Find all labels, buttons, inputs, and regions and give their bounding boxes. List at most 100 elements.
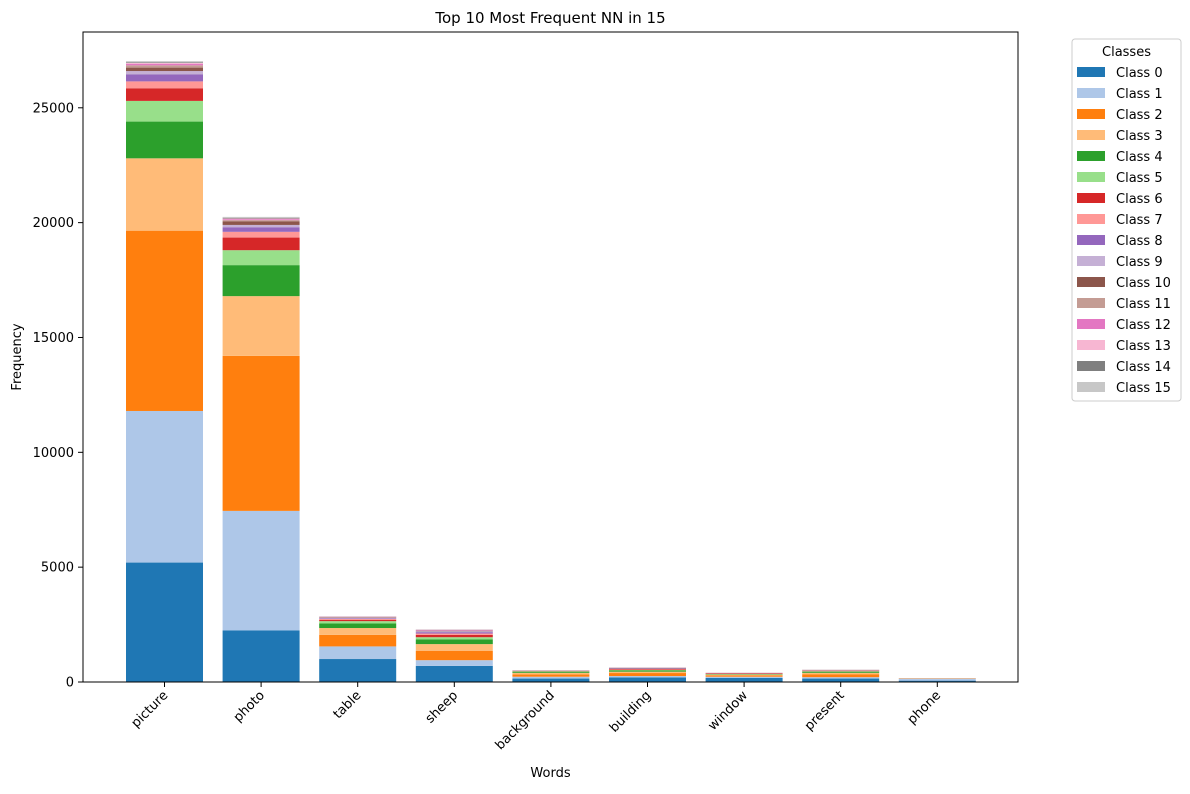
bar-segment-picture-class-10 bbox=[126, 68, 203, 71]
legend-label-class-11: Class 11 bbox=[1116, 297, 1171, 312]
bar-segment-table-class-3 bbox=[319, 628, 396, 635]
bar-segment-picture-class-11 bbox=[126, 65, 203, 67]
bar-segment-photo-class-5 bbox=[223, 250, 300, 265]
legend-swatch-class-7 bbox=[1077, 214, 1105, 224]
legend-label-class-2: Class 2 bbox=[1116, 108, 1163, 123]
bar-segment-building-class-3 bbox=[609, 672, 686, 673]
legend-label-class-7: Class 7 bbox=[1116, 213, 1163, 228]
chart-title: Top 10 Most Frequent NN in 15 bbox=[434, 9, 665, 27]
y-tick-label: 0 bbox=[66, 676, 74, 691]
legend-label-class-9: Class 9 bbox=[1116, 255, 1163, 270]
legend-swatch-class-11 bbox=[1077, 298, 1105, 308]
bar-segment-picture-class-15 bbox=[126, 61, 203, 62]
x-tick-label-table: table bbox=[331, 688, 365, 722]
bar-segment-picture-class-14 bbox=[126, 62, 203, 63]
bar-segment-photo-class-0 bbox=[223, 630, 300, 682]
x-tick-label-present: present bbox=[802, 688, 848, 734]
x-tick-label-phone: phone bbox=[905, 688, 944, 727]
legend-title: Classes bbox=[1102, 45, 1151, 60]
bar-segment-sheep-class-7 bbox=[416, 634, 493, 635]
legend-label-class-14: Class 14 bbox=[1116, 360, 1171, 375]
legend-swatch-class-5 bbox=[1077, 172, 1105, 182]
bar-segment-photo-class-14 bbox=[223, 218, 300, 219]
legend-swatch-class-3 bbox=[1077, 130, 1105, 140]
bar-segment-photo-class-15 bbox=[223, 217, 300, 218]
bar-segment-picture-class-2 bbox=[126, 231, 203, 411]
x-tick-label-sheep: sheep bbox=[423, 688, 461, 726]
bar-segment-photo-class-11 bbox=[223, 220, 300, 221]
y-axis-label: Frequency bbox=[10, 323, 25, 390]
bar-segment-photo-class-8 bbox=[223, 227, 300, 232]
bar-segment-picture-class-0 bbox=[126, 563, 203, 682]
legend-swatch-class-10 bbox=[1077, 277, 1105, 287]
legend-label-class-6: Class 6 bbox=[1116, 192, 1163, 207]
x-axis: picture photo table sheep background building… bbox=[129, 682, 945, 753]
legend-label-class-10: Class 10 bbox=[1116, 276, 1171, 291]
bar-segment-sheep-class-6 bbox=[416, 635, 493, 637]
x-tick-label-building: building bbox=[607, 688, 654, 735]
bar-segment-photo-class-10 bbox=[223, 221, 300, 224]
bar-segment-sheep-class-4 bbox=[416, 640, 493, 645]
bar-segment-picture-class-7 bbox=[126, 81, 203, 88]
bar-segment-picture-class-3 bbox=[126, 158, 203, 230]
x-tick-label-photo: photo bbox=[231, 688, 268, 725]
bar-segment-photo-class-4 bbox=[223, 265, 300, 296]
bar-segment-present-class-4 bbox=[802, 672, 879, 673]
bar-segment-building-class-2 bbox=[609, 673, 686, 676]
bar-segment-picture-class-4 bbox=[126, 122, 203, 159]
y-tick-label: 15000 bbox=[33, 331, 74, 346]
y-tick-label: 20000 bbox=[33, 216, 74, 231]
legend-label-class-8: Class 8 bbox=[1116, 234, 1163, 249]
bar-segment-photo-class-2 bbox=[223, 356, 300, 511]
legend-label-class-5: Class 5 bbox=[1116, 171, 1163, 186]
bar-segment-photo-class-6 bbox=[223, 238, 300, 251]
bar-segment-photo-class-7 bbox=[223, 232, 300, 238]
bar-segment-window-class-1 bbox=[706, 677, 783, 678]
bar-segment-sheep-class-2 bbox=[416, 651, 493, 660]
bar-segment-present-class-2 bbox=[802, 674, 879, 677]
legend-swatch-class-13 bbox=[1077, 340, 1105, 350]
legend-swatch-class-8 bbox=[1077, 235, 1105, 245]
bar-segment-window-class-3 bbox=[706, 675, 783, 676]
legend-swatch-class-0 bbox=[1077, 67, 1105, 77]
legend-label-class-13: Class 13 bbox=[1116, 339, 1171, 354]
legend-label-class-1: Class 1 bbox=[1116, 87, 1163, 102]
bar-segment-picture-class-12 bbox=[126, 64, 203, 65]
y-tick-label: 10000 bbox=[33, 446, 74, 461]
bar-segment-picture-class-1 bbox=[126, 411, 203, 563]
bar-segment-table-class-5 bbox=[319, 621, 396, 623]
bar-segment-sheep-class-12 bbox=[416, 630, 493, 631]
bar-segment-sheep-class-1 bbox=[416, 660, 493, 666]
bar-segment-building-class-4 bbox=[609, 671, 686, 672]
bar-segment-photo-class-13 bbox=[223, 219, 300, 220]
legend-swatch-class-1 bbox=[1077, 88, 1105, 98]
bar-segment-picture-class-5 bbox=[126, 101, 203, 122]
x-axis-label: Words bbox=[530, 766, 570, 781]
x-tick-label-background: background bbox=[493, 688, 558, 753]
legend-swatch-class-4 bbox=[1077, 151, 1105, 161]
legend-swatch-class-2 bbox=[1077, 109, 1105, 119]
bar-segment-background-class-4 bbox=[512, 672, 589, 673]
y-tick-label: 25000 bbox=[33, 101, 74, 116]
bar-segment-table-class-2 bbox=[319, 635, 396, 646]
bar-segment-photo-class-3 bbox=[223, 296, 300, 356]
bar-segment-picture-class-13 bbox=[126, 63, 203, 64]
bar-segment-photo-class-12 bbox=[223, 219, 300, 220]
legend-swatch-class-14 bbox=[1077, 361, 1105, 371]
bar-segment-present-class-3 bbox=[802, 673, 879, 674]
legend-label-class-12: Class 12 bbox=[1116, 318, 1171, 333]
legend-swatch-class-12 bbox=[1077, 319, 1105, 329]
bar-segment-present-class-1 bbox=[802, 677, 879, 678]
bar-segment-background-class-1 bbox=[512, 677, 589, 679]
bar-segment-table-class-7 bbox=[319, 619, 396, 620]
x-tick-label-picture: picture bbox=[129, 688, 172, 731]
legend-swatch-class-6 bbox=[1077, 193, 1105, 203]
bar-segment-background-class-2 bbox=[512, 674, 589, 676]
bar-segment-present-class-0 bbox=[802, 679, 879, 682]
bar-segment-table-class-8 bbox=[319, 618, 396, 619]
bar-segment-table-class-4 bbox=[319, 623, 396, 628]
